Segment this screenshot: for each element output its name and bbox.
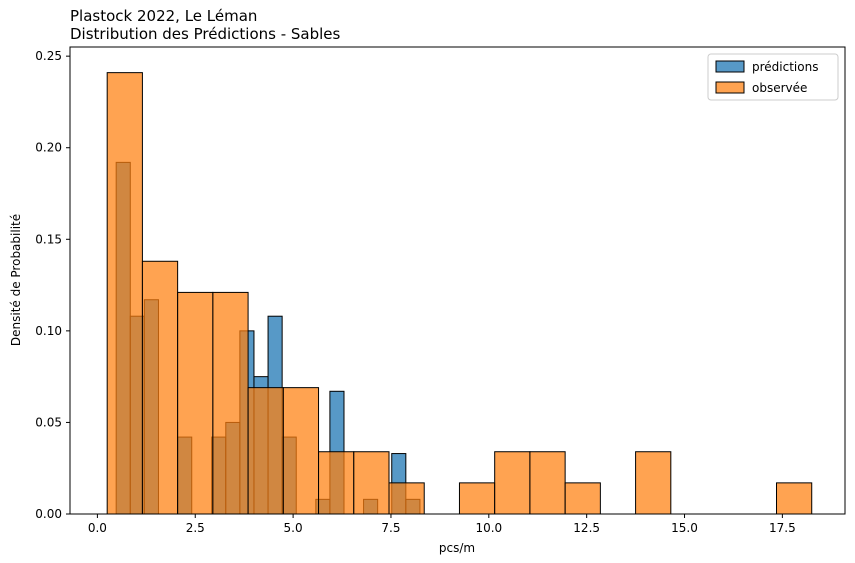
y-axis: 0.00 0.05 0.10 0.15 0.20 0.25: [35, 49, 70, 521]
plot-frame: [69, 46, 846, 515]
bar-observee-19: [776, 482, 813, 515]
series-observee: [106, 72, 813, 515]
y-tick-label: 0.00: [35, 507, 62, 521]
bar-observee-7: [353, 451, 390, 515]
bar-observee-1: [141, 260, 179, 515]
bar-observee-3: [212, 291, 249, 515]
legend-swatch-predictions: [715, 60, 745, 73]
x-tick-label: 15.0: [671, 521, 698, 535]
bar-observee-13: [564, 482, 601, 515]
x-axis-label: pcs/m: [439, 541, 475, 555]
legend-swatch-observee: [715, 81, 745, 94]
legend-label-predictions: prédictions: [752, 60, 818, 74]
y-axis-label: Densité de Probabilité: [9, 214, 23, 346]
bar-observee-2: [177, 291, 214, 515]
x-tick-label: 0.0: [88, 521, 107, 535]
bar-observee-10: [458, 482, 496, 515]
x-tick-label: 12.5: [573, 521, 600, 535]
bar-observee-15: [635, 451, 672, 515]
y-tick-label: 0.15: [35, 232, 62, 246]
legend: prédictions observée: [707, 53, 839, 101]
x-tick-label: 17.5: [769, 521, 796, 535]
bar-observee-0: [106, 72, 143, 515]
legend-label-observee: observée: [752, 81, 807, 95]
y-tick-label: 0.20: [35, 141, 62, 155]
x-tick-label: 2.5: [186, 521, 205, 535]
x-axis: 0.0 2.5 5.0 7.5 10.0 12.5 15.0 17.5: [88, 514, 796, 535]
y-tick-label: 0.10: [35, 324, 62, 338]
bar-observee-6: [318, 451, 355, 515]
chart-title: Plastock 2022, Le Léman: [70, 7, 257, 25]
bar-observee-8: [388, 482, 425, 515]
bar-observee-5: [282, 387, 320, 515]
y-tick-label: 0.05: [35, 415, 62, 429]
chart-subtitle: Distribution des Prédictions - Sables: [70, 25, 341, 43]
bar-observee-12: [529, 451, 566, 515]
x-tick-label: 5.0: [284, 521, 303, 535]
x-tick-label: 7.5: [381, 521, 400, 535]
y-tick-label: 0.25: [35, 49, 62, 63]
x-tick-label: 10.0: [475, 521, 502, 535]
bar-observee-4: [247, 387, 284, 515]
bar-observee-11: [494, 451, 531, 515]
